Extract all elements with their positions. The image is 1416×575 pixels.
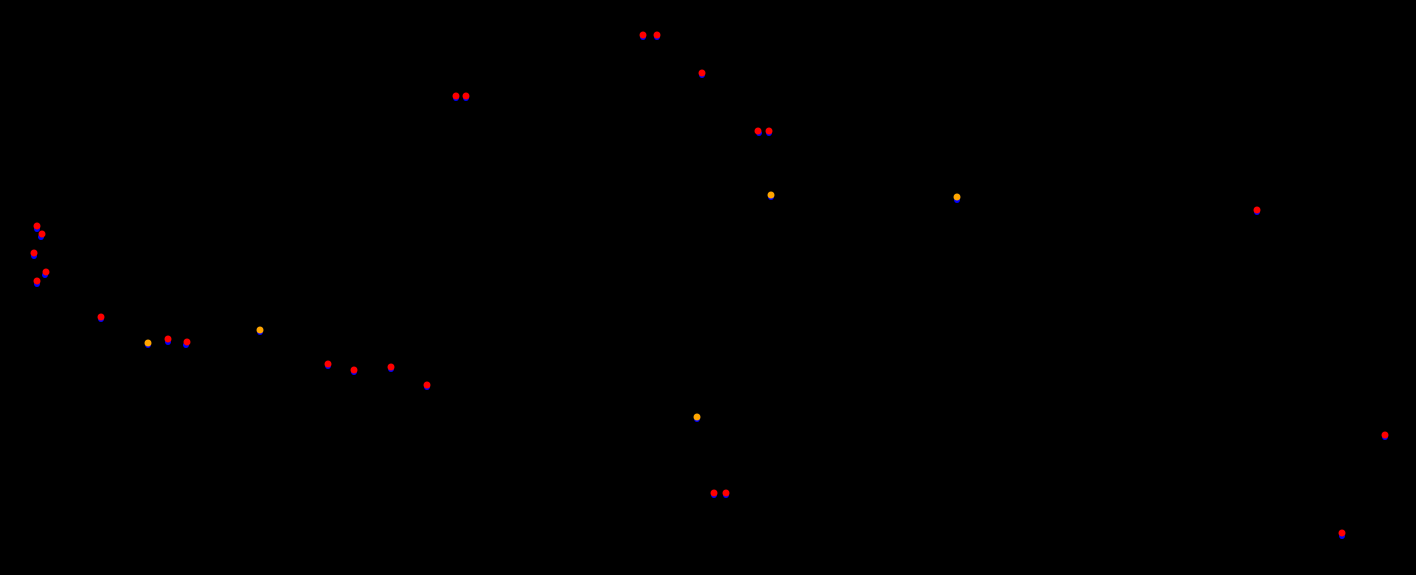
point-red [1382,432,1389,439]
point-orange [954,194,961,201]
point-red [711,490,718,497]
point-red [654,32,661,39]
point-red [43,269,50,276]
point-orange [768,192,775,199]
point-orange [694,414,701,421]
point-red [34,278,41,285]
point-red [453,93,460,100]
point-red [388,364,395,371]
point-orange [145,340,152,347]
point-red [184,339,191,346]
point-orange [257,327,264,334]
point-red [424,382,431,389]
point-red [699,70,706,77]
point-red [1254,207,1261,214]
point-red [723,490,730,497]
point-red [463,93,470,100]
point-red [1339,530,1346,537]
point-red [766,128,773,135]
point-red [325,361,332,368]
point-red [640,32,647,39]
point-red [34,223,41,230]
point-red [165,336,172,343]
scatter-plot [0,0,1416,575]
point-red [98,314,105,321]
point-red [31,250,38,257]
point-red [755,128,762,135]
point-red [39,231,46,238]
point-red [351,367,358,374]
